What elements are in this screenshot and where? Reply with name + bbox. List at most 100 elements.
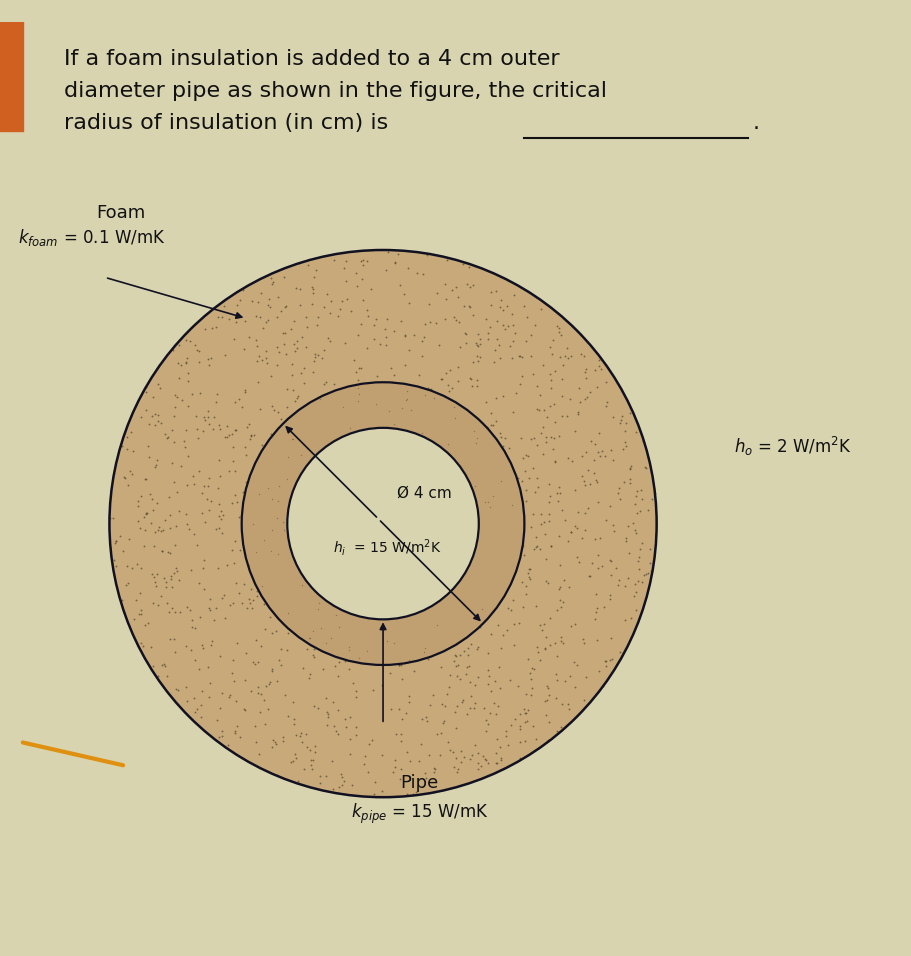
Point [322,306,336,321]
Point [296,360,311,376]
Point [538,629,553,644]
Point [297,375,312,390]
Point [251,294,265,310]
Point [602,498,617,513]
Point [264,399,279,414]
Point [392,657,406,672]
Point [173,357,188,372]
Point [472,337,486,352]
Point [616,474,630,489]
Point [610,485,625,500]
Point [152,519,167,534]
Point [374,678,389,693]
Point [592,449,607,465]
Point [273,658,288,673]
Point [127,612,141,627]
Point [278,325,292,340]
Point [179,516,194,532]
Point [249,588,263,603]
Point [456,298,470,314]
Point [421,747,435,762]
Point [506,617,520,632]
Point [420,380,435,396]
Point [305,286,320,301]
Point [504,350,518,365]
Point [507,287,521,302]
Point [551,581,566,597]
Point [156,522,170,537]
Point [415,425,429,441]
Point [630,574,644,589]
Point [498,728,513,744]
Point [536,446,550,462]
Point [556,636,570,651]
Point [523,348,537,363]
Point [189,342,204,358]
Point [158,426,172,442]
Point [383,360,397,376]
Point [226,439,241,454]
Point [346,353,361,368]
Point [211,452,226,467]
Point [432,748,446,763]
Point [476,701,491,716]
Point [243,427,258,443]
Point [288,393,302,408]
Point [577,523,591,538]
Point [511,348,526,363]
Point [342,641,356,657]
Point [374,748,389,763]
Point [147,417,161,432]
Point [543,538,558,554]
Point [596,599,610,615]
Point [249,632,263,647]
Point [623,458,638,473]
Point [196,424,210,439]
Point [386,367,401,382]
Point [199,491,213,507]
Point [516,548,530,563]
Point [270,768,284,783]
Point [237,384,251,400]
Point [589,604,603,619]
Point [574,448,589,464]
Point [629,525,643,540]
Point [487,342,502,358]
Point [228,726,242,741]
Point [528,598,543,613]
Point [415,349,429,364]
Point [271,479,286,494]
Point [273,641,288,657]
Point [567,680,581,695]
Point [348,719,363,734]
Point [218,610,232,625]
Point [232,293,247,308]
Point [584,555,599,571]
Point [189,421,204,436]
Point [158,512,172,528]
Point [562,668,577,684]
Point [275,734,290,750]
Point [513,734,527,750]
Point [230,719,244,734]
Point [276,729,291,745]
Point [615,442,630,457]
Point [599,375,613,390]
Point [318,768,333,783]
Point [166,342,180,358]
Point [436,713,451,728]
Point [316,377,331,392]
Text: $h_i$  = 15 W/m$^2$K: $h_i$ = 15 W/m$^2$K [333,537,441,558]
Point [222,687,237,703]
Point [425,687,440,703]
Point [220,429,234,445]
Point [134,602,148,618]
Point [285,753,300,769]
Point [334,769,349,784]
Point [155,657,169,672]
Point [148,578,163,594]
Point [468,436,483,451]
Point [171,504,186,519]
Point [437,276,452,292]
Circle shape [241,382,524,665]
